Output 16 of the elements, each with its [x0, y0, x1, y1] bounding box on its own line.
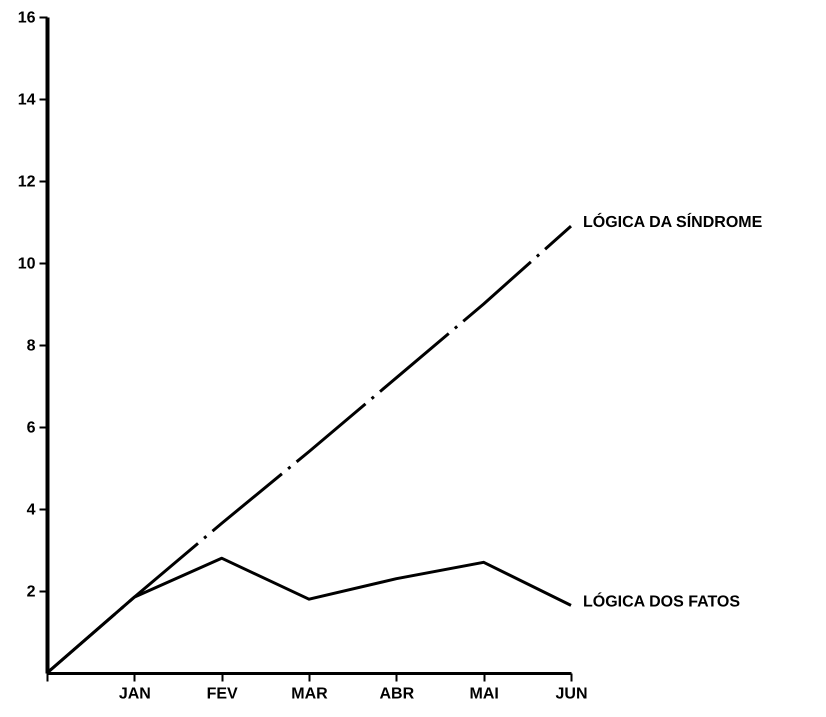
x-tick-label: FEV: [206, 686, 238, 702]
series-label: LÓGICA DA SÍNDROME: [583, 212, 763, 232]
x-tick-label: MAI: [470, 686, 499, 702]
y-tick-label: 10: [18, 256, 36, 272]
y-tick-label: 6: [26, 420, 36, 436]
y-tick-label: 16: [18, 10, 36, 26]
y-tick-label: 12: [18, 174, 36, 190]
x-tick-label: MAR: [291, 686, 328, 702]
x-tick-label: JUN: [555, 686, 588, 702]
y-tick-label: 8: [26, 338, 36, 354]
y-tick-label: 14: [18, 92, 36, 108]
x-tick-label: ABR: [379, 686, 415, 702]
y-tick-label: 2: [26, 584, 36, 600]
series-label: LÓGICA DOS FATOS: [583, 591, 740, 610]
x-tick-label: JAN: [118, 686, 151, 702]
y-tick-label: 4: [26, 502, 36, 518]
